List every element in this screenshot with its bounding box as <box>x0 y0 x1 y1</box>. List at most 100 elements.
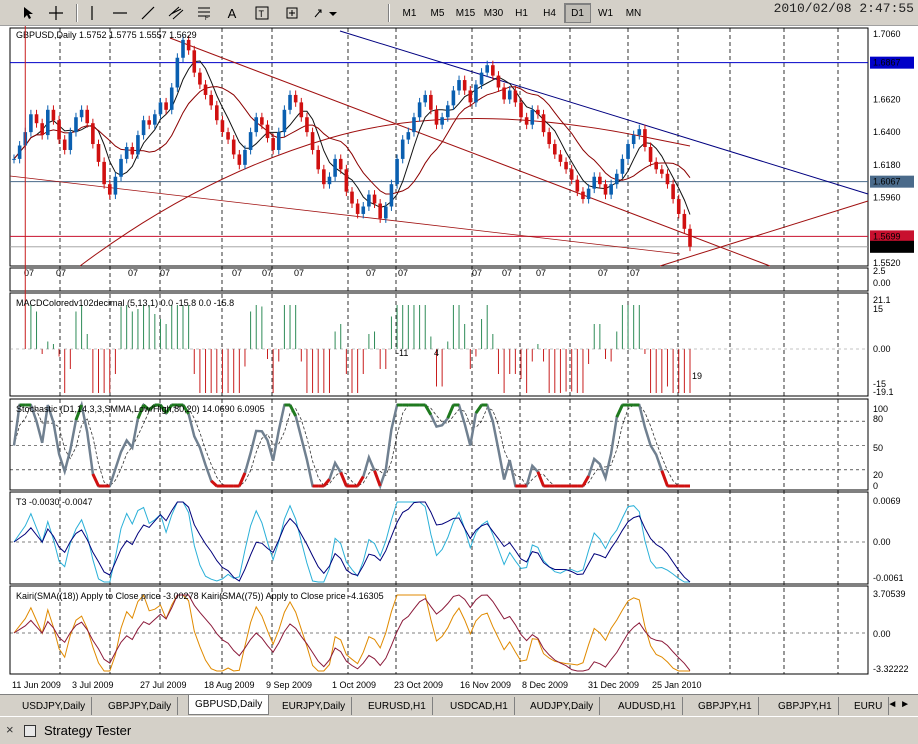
candle-body <box>68 132 73 150</box>
timeframe-h4[interactable]: H4 <box>543 7 556 19</box>
chart-window[interactable]: 1.7060 1.6867 1.6620 1.6400 1.6180 1.6067 1.59… <box>0 26 918 694</box>
stoch-oversold-segment <box>356 475 365 487</box>
date-axis-label: 27 Jul 2009 <box>140 680 187 690</box>
tab-eurusd-h1[interactable]: EURUSD,H1 <box>362 697 433 715</box>
candle-body <box>406 132 411 140</box>
candle-body <box>457 80 461 91</box>
trendline-icon[interactable] <box>138 3 158 23</box>
timeframe-h1[interactable]: H1 <box>515 7 528 19</box>
price-marker-label: 1.5629 <box>873 242 901 252</box>
text-tool-icon[interactable]: A <box>227 5 237 21</box>
timeframe-mn[interactable]: MN <box>625 7 642 19</box>
tab-audusd-h1[interactable]: AUDUSD,H1 <box>612 697 683 715</box>
vertical-line-icon[interactable] <box>84 3 100 23</box>
tab-audjpy-daily[interactable]: AUDJPY,Daily <box>524 697 601 715</box>
arrow-sign-icon[interactable] <box>282 3 302 23</box>
stoch-overbought-segment <box>288 404 298 417</box>
main-chart-title: GBPUSD,Daily 1.5752 1.5775 1.5557 1.5629 <box>16 30 197 40</box>
timeframe-m15[interactable]: M15 <box>455 7 476 19</box>
candle-body <box>491 65 495 76</box>
tab-euru[interactable]: EURU <box>848 697 890 715</box>
candle-body <box>153 114 157 125</box>
stoch-signal-line <box>13 404 690 487</box>
strategy-tester-icon <box>24 725 36 737</box>
candle-body <box>192 50 197 73</box>
candle-body <box>57 120 61 140</box>
tab-gbpjpy-daily[interactable]: GBPJPY,Daily <box>102 697 179 715</box>
candle-body <box>169 87 174 110</box>
candle-body <box>119 158 123 177</box>
candle-body <box>614 173 619 185</box>
candle-body <box>485 65 489 73</box>
candle-body <box>671 184 675 200</box>
tab-usdcad-h1[interactable]: USDCAD,H1 <box>444 697 515 715</box>
candle-body <box>51 109 56 121</box>
text-label-icon[interactable]: T <box>252 3 272 23</box>
t3-panel <box>9 491 869 585</box>
tab-eurjpy-daily[interactable]: EURJPY,Daily <box>276 697 353 715</box>
tab-usdjpy-daily[interactable]: USDJPY,Daily <box>16 697 93 715</box>
pivot-label: 07 <box>160 268 170 278</box>
candle-body <box>547 132 551 145</box>
equidistant-channel-icon[interactable] <box>166 3 186 23</box>
date-axis-label: 8 Dec 2009 <box>522 680 568 690</box>
price-marker <box>870 56 914 69</box>
timeframe-d1[interactable]: D1 <box>564 3 591 23</box>
chart-canvas[interactable]: 1.7060 1.6867 1.6620 1.6400 1.6180 1.6067 1.59… <box>0 26 918 694</box>
date-axis-label: 9 Sep 2009 <box>266 680 312 690</box>
candle-body <box>282 109 287 133</box>
timeframe-m5[interactable]: M5 <box>430 7 445 19</box>
date-axis-label: 11 Jun 2009 <box>12 680 61 690</box>
tab-gbpusd-daily[interactable]: GBPUSD,Daily <box>188 695 270 715</box>
tab-gbpjpy-h1[interactable]: GBPJPY,H1 <box>692 697 759 715</box>
candle-body <box>350 191 354 204</box>
date-axis-label: 25 Jan 2010 <box>652 680 702 690</box>
tab-gbpjpy-h1[interactable]: GBPJPY,H1 <box>772 697 839 715</box>
stochastic-axis-label: 50 <box>873 443 883 453</box>
stoch-oversold-segment <box>581 475 590 487</box>
timeframe-w1[interactable]: W1 <box>598 7 613 19</box>
svg-text:T: T <box>259 9 265 19</box>
candle-body <box>271 138 275 150</box>
candle-body <box>299 102 304 118</box>
candle-body <box>85 109 90 124</box>
candle-body <box>400 139 405 159</box>
candle-body <box>102 161 106 185</box>
candle-body <box>322 169 326 185</box>
arrows-dropdown-icon[interactable] <box>310 3 340 23</box>
candle-body <box>682 213 687 229</box>
stoch-overbought-segment <box>142 403 151 411</box>
price-axis-label: 1.6400 <box>873 127 901 137</box>
price-axis-label: 1.5520 <box>873 258 901 268</box>
candle-body <box>654 161 658 170</box>
macd-axis-label: -15 <box>873 379 886 389</box>
crosshair-icon[interactable] <box>46 3 66 23</box>
channel-line-lower <box>9 175 681 255</box>
horizontal-line-icon[interactable] <box>110 3 130 23</box>
candle-body <box>507 90 512 100</box>
macd-inline-label: -11 <box>396 348 408 358</box>
stoch-overbought-segment <box>136 404 145 420</box>
candle-body <box>226 132 230 140</box>
t3-axis-label: 0.0069 <box>873 496 901 506</box>
candle-body <box>367 194 371 207</box>
close-icon[interactable]: × <box>6 722 14 737</box>
pivot-label: 07 <box>472 268 482 278</box>
stoch-overbought-segment <box>446 404 455 419</box>
stoch-overbought-segment <box>474 404 483 414</box>
candle-body <box>665 173 670 185</box>
fibonacci-icon[interactable]: F <box>194 3 214 23</box>
stoch-oversold-segment <box>210 479 218 488</box>
cursor-arrow-icon[interactable] <box>18 3 38 23</box>
pivot-label: 07 <box>294 268 304 278</box>
candle-body <box>243 149 247 165</box>
candle-body <box>553 144 557 155</box>
candle-body <box>215 105 219 121</box>
toolbar: F A T M1 M5 M15 M30 H1 H4 D1 W1 MN 2010/02/08 2:… <box>0 0 918 26</box>
timeframe-m1[interactable]: M1 <box>402 7 417 19</box>
tab-scroll-arrows-icon[interactable]: ◄ ► <box>887 699 910 710</box>
strategy-tester-label[interactable]: Strategy Tester <box>44 723 132 738</box>
timeframe-m30[interactable]: M30 <box>483 7 504 19</box>
pivot-label: 07 <box>630 268 640 278</box>
price-marker-label: 1.5699 <box>873 231 901 241</box>
